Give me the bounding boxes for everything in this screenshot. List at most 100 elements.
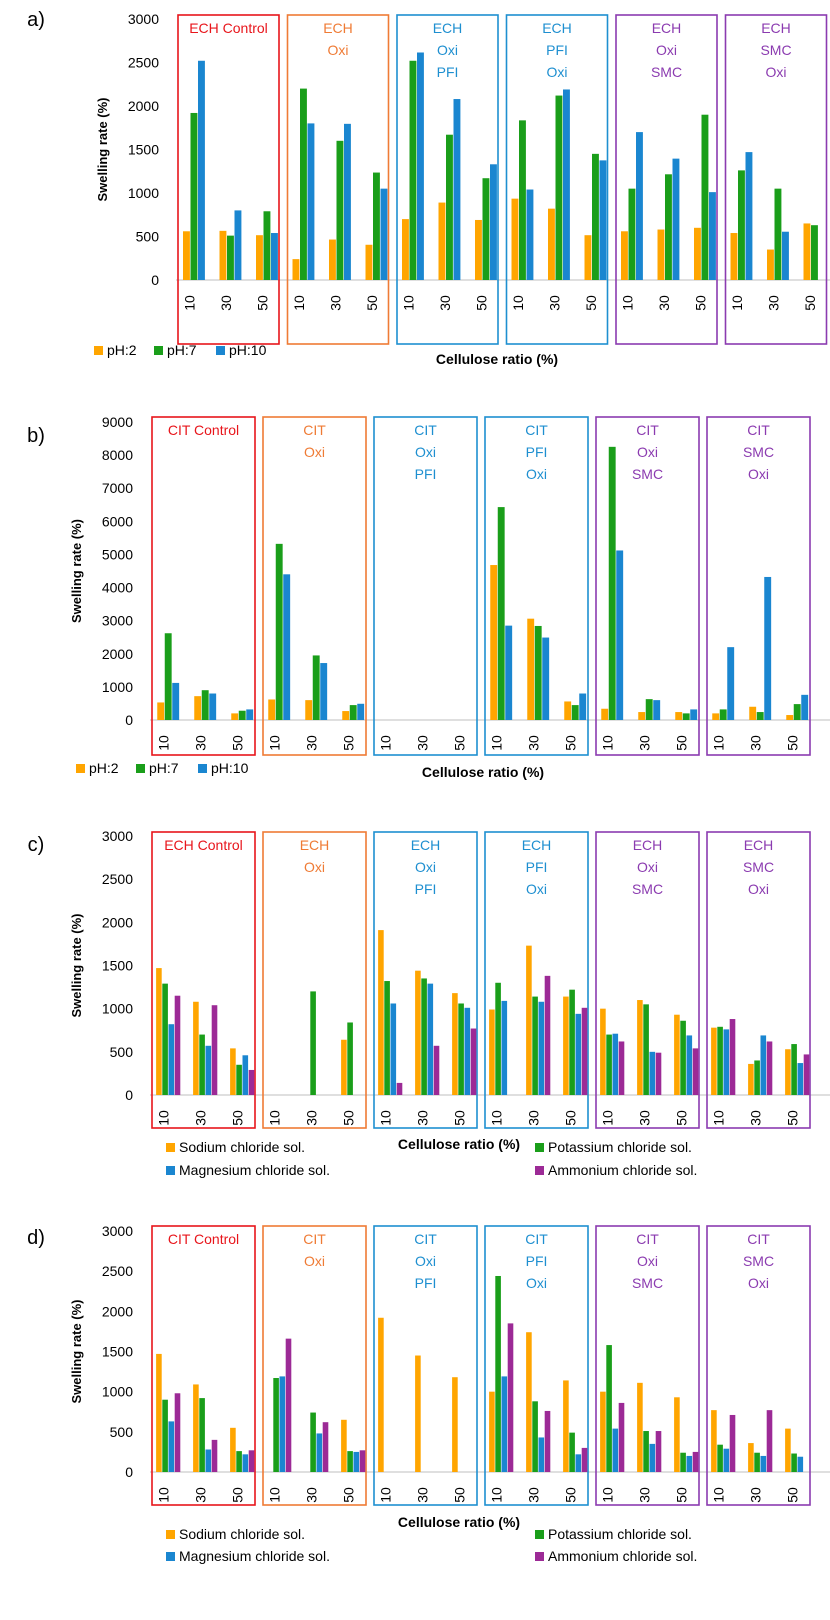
group-title: Oxi [304, 859, 325, 875]
x-tick-label: 30 [304, 735, 320, 751]
bar [198, 60, 205, 281]
x-tick-label: 30 [218, 295, 234, 311]
y-tick-label: 2500 [128, 55, 159, 71]
bar [205, 1045, 212, 1095]
bar [606, 1034, 612, 1095]
bar [489, 1391, 495, 1472]
group-title: CIT [414, 422, 437, 438]
bar [273, 1378, 279, 1472]
bar [417, 52, 424, 281]
bar [359, 1450, 366, 1472]
bar [193, 1384, 199, 1472]
bar [316, 1433, 323, 1472]
x-tick-label: 10 [378, 1110, 394, 1126]
bar [347, 1451, 353, 1472]
bar [242, 1454, 249, 1472]
bar [174, 995, 181, 1095]
x-tick-label: 50 [473, 295, 489, 311]
bar [353, 1451, 360, 1472]
bar [490, 565, 498, 720]
bar [446, 134, 453, 280]
group-frame [724, 14, 828, 345]
bar [380, 188, 388, 280]
bar [511, 198, 519, 280]
group-title: CIT Control [168, 1231, 239, 1247]
bar [231, 713, 239, 720]
bar [694, 227, 701, 280]
bar [402, 219, 409, 280]
legend-item: pH:10 [216, 342, 267, 358]
group-title: PFI [526, 444, 548, 460]
y-tick-label: 1000 [102, 679, 133, 695]
x-tick-label: 30 [415, 735, 431, 751]
bar [709, 192, 716, 280]
x-axis-label: Cellulose ratio (%) [398, 1136, 520, 1152]
bar [575, 1454, 582, 1472]
bar [230, 1427, 236, 1472]
bar [219, 230, 227, 280]
x-tick-label: 30 [526, 1487, 542, 1503]
y-tick-label: 500 [110, 1044, 134, 1060]
bar [643, 1004, 649, 1095]
bar [791, 1044, 797, 1095]
x-tick-label: 10 [711, 1110, 727, 1126]
x-tick-label: 50 [674, 735, 690, 751]
x-tick-label: 50 [254, 295, 270, 311]
group-title: ECH [323, 20, 353, 36]
x-tick-label: 10 [510, 295, 526, 311]
bar [209, 693, 217, 720]
bar [569, 989, 575, 1095]
group-title: Oxi [766, 64, 787, 80]
group-title: Oxi [526, 881, 547, 897]
group-title: ECH [411, 837, 441, 853]
group-title: ECH [633, 837, 663, 853]
group-title: CIT [747, 422, 770, 438]
bar [347, 1022, 353, 1095]
bar [738, 170, 745, 280]
x-tick-label: 10 [156, 735, 172, 751]
legend-item: Sodium chloride sol. [166, 1139, 305, 1155]
x-tick-label: 50 [674, 1487, 690, 1503]
bar [563, 1380, 569, 1472]
bar [415, 1355, 421, 1472]
bar [638, 712, 646, 720]
group-title: PFI [415, 1275, 437, 1291]
y-tick-label: 5000 [102, 546, 133, 562]
group-title: Oxi [547, 64, 568, 80]
group-3: ECH Oxi PFI 10 30 50 [396, 14, 499, 345]
bar [452, 1377, 458, 1472]
bar [600, 1008, 606, 1095]
bar [174, 1393, 181, 1472]
bar [618, 1402, 625, 1472]
bar [193, 1001, 199, 1095]
bar [329, 239, 336, 280]
y-tick-label: 2000 [128, 98, 159, 114]
group-title: PFI [415, 466, 437, 482]
legend-swatch [535, 1166, 544, 1175]
legend-swatch [535, 1530, 544, 1539]
bar [341, 1419, 347, 1472]
bar [162, 983, 168, 1095]
bar [672, 158, 680, 280]
group-title: Oxi [437, 42, 458, 58]
group-title: PFI [546, 42, 568, 58]
legend-swatch [166, 1552, 175, 1561]
bar [563, 996, 569, 1095]
group-title: CIT [303, 1231, 326, 1247]
x-tick-label: 30 [656, 295, 672, 311]
group-title: CIT [525, 422, 548, 438]
bar [211, 1005, 218, 1095]
group-title: SMC [632, 881, 663, 897]
group-frame [151, 831, 256, 1129]
bar [227, 235, 234, 280]
group-frame [706, 416, 811, 756]
x-tick-label: 10 [378, 1487, 394, 1503]
y-axis-label: Swelling rate (%) [69, 913, 84, 1017]
bar [674, 1014, 680, 1095]
bar [811, 225, 818, 280]
bar [766, 1041, 773, 1095]
group-title: ECH [522, 837, 552, 853]
group-title: PFI [437, 64, 459, 80]
bar [579, 693, 587, 720]
bar [162, 1399, 168, 1472]
